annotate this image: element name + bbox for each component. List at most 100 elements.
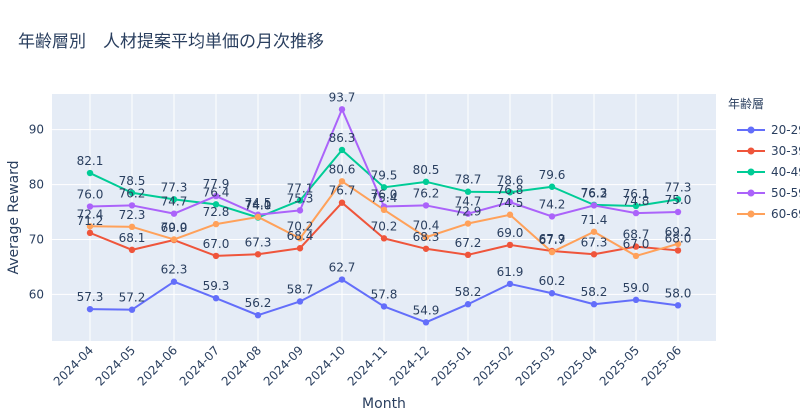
data-point bbox=[548, 183, 556, 190]
data-label: 76.7 bbox=[329, 184, 356, 198]
data-point bbox=[296, 197, 304, 204]
data-label: 67.0 bbox=[203, 237, 230, 251]
data-point bbox=[254, 213, 262, 221]
legend[interactable]: 年齢層 20-29 30-39 40-49 50-59 60-69 bbox=[728, 96, 800, 221]
data-point bbox=[506, 280, 514, 288]
data-point bbox=[422, 245, 430, 252]
data-label: 77.3 bbox=[665, 180, 692, 194]
data-point bbox=[422, 319, 430, 326]
data-point bbox=[86, 229, 94, 237]
data-point bbox=[632, 209, 640, 217]
data-label: 68.1 bbox=[119, 231, 146, 245]
data-point bbox=[212, 252, 220, 260]
data-point bbox=[296, 298, 304, 305]
legend-label: 60-69 bbox=[771, 207, 800, 221]
data-point bbox=[170, 196, 178, 203]
data-point bbox=[590, 251, 598, 258]
legend-marker bbox=[747, 147, 755, 155]
data-label: 70.4 bbox=[413, 218, 440, 232]
data-label: 60.2 bbox=[539, 274, 566, 288]
data-label: 62.3 bbox=[161, 263, 188, 277]
data-label: 77.1 bbox=[287, 181, 314, 195]
data-point bbox=[170, 236, 178, 243]
data-point bbox=[212, 294, 220, 302]
legend-item-40-49[interactable]: 40-49 bbox=[737, 165, 800, 179]
data-label: 70.0 bbox=[161, 220, 188, 234]
data-label: 70.2 bbox=[287, 219, 314, 233]
data-point bbox=[170, 278, 178, 285]
data-label: 76.8 bbox=[497, 183, 524, 197]
legend-item-60-69[interactable]: 60-69 bbox=[737, 207, 800, 221]
legend-label: 50-59 bbox=[771, 186, 800, 200]
data-point bbox=[464, 220, 472, 227]
legend-label: 30-39 bbox=[771, 144, 800, 158]
data-label: 78.6 bbox=[497, 173, 524, 187]
data-point bbox=[506, 189, 514, 196]
legend-label: 40-49 bbox=[771, 165, 800, 179]
data-point bbox=[464, 301, 472, 308]
data-label: 74.0 bbox=[245, 199, 272, 213]
data-label: 58.2 bbox=[581, 285, 608, 299]
y-tick-label: 90 bbox=[29, 123, 44, 137]
data-label: 67.3 bbox=[581, 235, 608, 249]
data-label: 78.5 bbox=[119, 174, 146, 188]
data-point bbox=[128, 246, 136, 254]
legend-item-20-29[interactable]: 20-29 bbox=[737, 123, 800, 137]
data-label: 56.2 bbox=[245, 296, 272, 310]
legend-item-30-39[interactable]: 30-39 bbox=[737, 144, 800, 158]
data-point bbox=[296, 245, 304, 252]
data-point bbox=[506, 211, 514, 218]
x-tick-label: 2024-06 bbox=[135, 343, 180, 388]
x-tick-label: 2025-04 bbox=[555, 343, 600, 388]
series-markers bbox=[86, 106, 682, 326]
x-tick-label: 2025-01 bbox=[429, 343, 474, 388]
data-point bbox=[548, 213, 556, 220]
x-tick-label: 2024-05 bbox=[93, 343, 138, 388]
data-label: 75.4 bbox=[371, 191, 398, 205]
data-point bbox=[338, 199, 346, 206]
x-tick-label: 2024-08 bbox=[219, 343, 264, 388]
data-point bbox=[548, 290, 556, 297]
data-point bbox=[128, 202, 136, 209]
data-labels: 57.3 57.2 62.3 59.3 56.2 58.7 62.7 57.8 54.9 58.2… bbox=[77, 90, 692, 317]
data-point bbox=[548, 248, 556, 256]
data-point bbox=[296, 207, 304, 214]
data-point bbox=[254, 251, 262, 258]
chart-title: 年齢層別 人材提案平均単価の月次推移 bbox=[18, 32, 324, 52]
data-label: 74.8 bbox=[623, 194, 650, 208]
data-label: 76.4 bbox=[203, 185, 230, 199]
data-label: 78.7 bbox=[455, 173, 482, 187]
data-label: 68.4 bbox=[287, 229, 314, 243]
data-label: 68.7 bbox=[623, 228, 650, 242]
data-point bbox=[128, 223, 136, 231]
data-label: 58.7 bbox=[287, 282, 314, 296]
data-label: 72.9 bbox=[455, 205, 482, 219]
data-label: 75.0 bbox=[665, 193, 692, 207]
data-label: 72.8 bbox=[203, 205, 230, 219]
data-label: 59.3 bbox=[203, 279, 230, 293]
data-point bbox=[380, 235, 388, 242]
data-label: 71.2 bbox=[77, 214, 104, 228]
data-label: 58.2 bbox=[455, 285, 482, 299]
data-label: 74.1 bbox=[245, 198, 272, 212]
data-point bbox=[464, 210, 472, 217]
data-point bbox=[86, 305, 94, 313]
data-label: 54.9 bbox=[413, 303, 440, 317]
legend-title: 年齢層 bbox=[728, 96, 764, 111]
data-point bbox=[464, 188, 472, 195]
data-point bbox=[86, 223, 94, 230]
data-label: 76.1 bbox=[623, 187, 650, 201]
data-label: 67.7 bbox=[539, 233, 566, 247]
data-label: 57.3 bbox=[77, 290, 104, 304]
data-point bbox=[674, 247, 682, 254]
data-label: 82.1 bbox=[77, 154, 104, 168]
data-point bbox=[632, 296, 640, 304]
x-tick-label: 2025-06 bbox=[639, 343, 684, 388]
data-label: 61.9 bbox=[497, 265, 524, 279]
x-tick-label: 2024-04 bbox=[51, 343, 96, 388]
data-point bbox=[590, 202, 598, 209]
data-label: 76.2 bbox=[119, 186, 146, 200]
legend-item-50-59[interactable]: 50-59 bbox=[737, 186, 800, 200]
legend-marker bbox=[747, 168, 755, 176]
